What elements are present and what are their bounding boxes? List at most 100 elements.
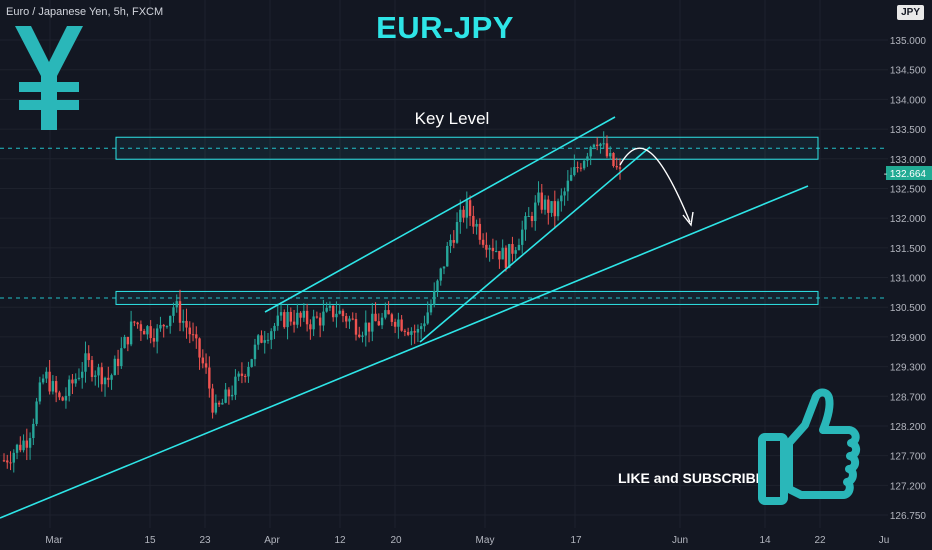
candle-body <box>612 152 615 167</box>
key-level-zone <box>115 290 819 305</box>
x-tick-label: 23 <box>199 535 211 546</box>
candle-body <box>433 291 436 305</box>
like-subscribe-label: LIKE and SUBSCRIBE <box>618 470 766 486</box>
candle-body <box>582 160 586 169</box>
candle-body <box>74 378 77 384</box>
candle-body <box>38 382 42 402</box>
candle-body <box>410 331 413 335</box>
candle-body <box>413 331 416 333</box>
candle-body <box>250 359 253 367</box>
candle-body <box>15 444 19 453</box>
candle-body <box>195 334 198 339</box>
x-tick-label: May <box>476 535 495 546</box>
candle-body <box>217 402 221 405</box>
y-tick-label: 132.000 <box>890 214 927 225</box>
candle-body <box>615 166 618 168</box>
candle-body <box>374 313 377 322</box>
candle-body <box>537 192 540 203</box>
candle-body <box>283 312 286 328</box>
x-tick-label: 12 <box>334 535 346 546</box>
candle-body <box>45 371 48 379</box>
x-tick-label: 17 <box>570 535 582 546</box>
x-tick-label: 14 <box>759 535 771 546</box>
candle-body <box>178 301 182 323</box>
candle-body <box>569 174 573 181</box>
candle-body <box>426 312 429 324</box>
candle-body <box>416 328 420 333</box>
candle-body <box>309 324 312 330</box>
x-tick-label: Mar <box>45 535 63 546</box>
candle-body <box>247 366 250 377</box>
candle-body <box>318 317 322 326</box>
candle-body <box>371 313 374 332</box>
y-tick-label: 131.500 <box>890 244 927 255</box>
key-level-label: Key Level <box>414 109 490 128</box>
candle-body <box>449 240 452 246</box>
candle-body <box>2 460 6 462</box>
y-tick-label: 130.500 <box>890 303 927 314</box>
chart-title: EUR-JPY <box>376 10 514 45</box>
x-tick-label: Apr <box>264 535 280 546</box>
candle-body <box>452 240 455 243</box>
candle-body <box>28 438 32 448</box>
candle-body <box>84 353 87 372</box>
y-tick-label: 129.300 <box>890 363 927 374</box>
candle-body <box>592 144 596 148</box>
candle-body <box>354 319 358 335</box>
currency-badge[interactable]: JPY <box>897 5 924 20</box>
candle-body <box>289 311 293 322</box>
candle-body <box>534 202 537 222</box>
candle-body <box>446 245 449 267</box>
candle-body <box>51 381 55 392</box>
candle-body <box>67 379 71 396</box>
candle-body <box>227 389 231 397</box>
candle-body <box>429 304 433 313</box>
candle-body <box>494 251 498 253</box>
candle-body <box>345 316 348 322</box>
candle-body <box>58 392 61 398</box>
candle-body <box>501 247 504 260</box>
y-tick-label: 132.500 <box>890 184 927 195</box>
candle-body <box>393 321 397 327</box>
candle-body <box>507 244 511 268</box>
candle-body <box>253 344 257 360</box>
candle-body <box>19 444 22 451</box>
candle-body <box>155 328 159 342</box>
candle-body <box>305 310 309 325</box>
candle-body <box>110 375 113 380</box>
candle-body <box>296 312 299 325</box>
candle-body <box>406 331 410 335</box>
candle-body <box>491 247 495 252</box>
candle-body <box>485 244 488 250</box>
candle-body <box>142 330 146 335</box>
candle-body <box>6 460 9 463</box>
candle-body <box>312 316 315 330</box>
candle-body <box>475 223 478 227</box>
y-tick-label: 134.500 <box>890 66 927 77</box>
candle-body <box>286 311 289 328</box>
candle-body <box>208 367 211 389</box>
candle-body <box>260 335 263 343</box>
x-tick-label: 15 <box>144 535 156 546</box>
candle-body <box>129 321 133 345</box>
candle-body <box>599 143 602 147</box>
candle-body <box>35 401 38 424</box>
support-trendline <box>0 185 809 519</box>
symbol-label[interactable]: Euro / Japanese Yen, 5h, FXCM <box>6 6 164 18</box>
candle-body <box>390 314 394 322</box>
candle-body <box>609 152 612 157</box>
candle-body <box>527 215 530 217</box>
candle-body <box>602 143 605 145</box>
candle-body <box>439 268 442 281</box>
candle-body <box>169 315 172 327</box>
candle-body <box>322 311 325 326</box>
candle-body <box>172 307 175 316</box>
candle-body <box>152 338 156 342</box>
candle-body <box>400 319 403 331</box>
thumbs-up-icon <box>758 388 861 505</box>
candle-body <box>459 209 462 223</box>
candle-body <box>107 377 110 380</box>
candle-body <box>185 320 188 328</box>
